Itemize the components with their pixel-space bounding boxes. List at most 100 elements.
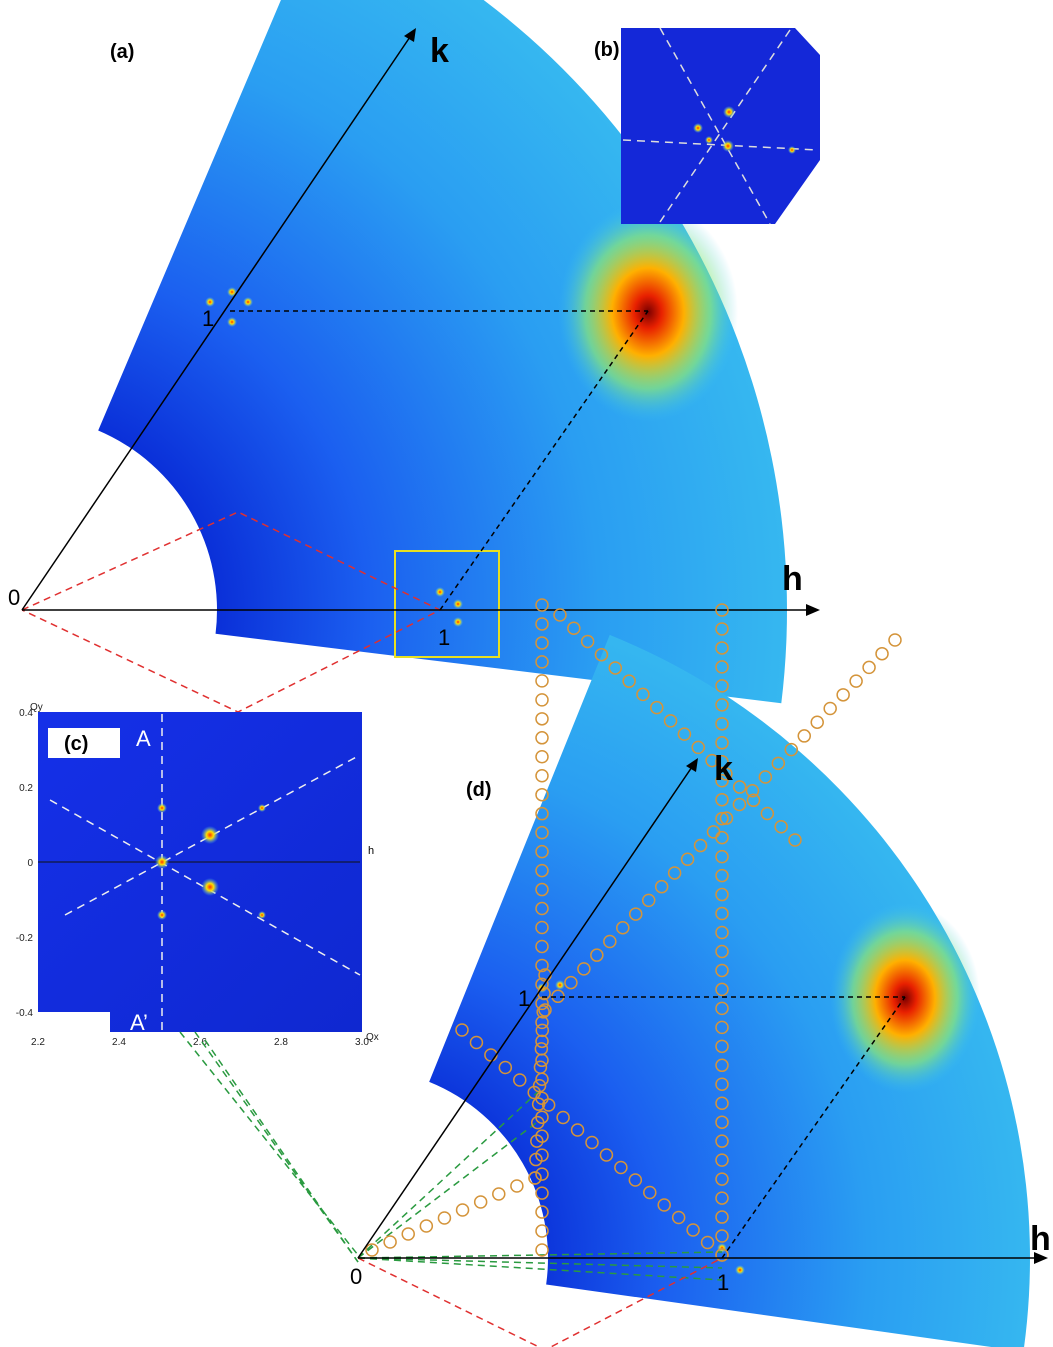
lattice-circle: [715, 1058, 729, 1073]
lattice-circle: [663, 714, 678, 728]
lattice-circle: [492, 1187, 506, 1201]
lattice-circle: [535, 712, 549, 726]
lattice-circle: [657, 1198, 671, 1212]
diffraction-maps: [98, 0, 1030, 1347]
lattice-circle: [715, 982, 729, 997]
lattice-circle: [715, 755, 729, 769]
x-tick-label: 2.4: [112, 1037, 126, 1048]
spot: [735, 1265, 745, 1275]
lattice-circle: [758, 770, 773, 784]
lattice-circle: [533, 1060, 548, 1075]
lattice-circle: [535, 825, 549, 840]
lattice-circle: [535, 731, 549, 745]
axis-label: k: [430, 32, 449, 70]
zoom-box: [394, 550, 500, 658]
panel-label: (a): [110, 41, 134, 63]
spot: [453, 617, 463, 627]
axis-label: Qy: [30, 702, 43, 713]
lattice-circles: [365, 598, 902, 1262]
lattice-circle: [535, 806, 549, 821]
axis-label: h: [1030, 1220, 1051, 1258]
lattice-circle: [535, 1034, 549, 1049]
lattice-circle: [535, 863, 549, 878]
spot: [227, 317, 237, 327]
lattice-circle: [535, 1243, 549, 1257]
lattice-circle: [594, 647, 609, 662]
lattice-circle: [732, 797, 747, 812]
k-axis: [21, 33, 413, 611]
lattice-circle: [715, 1153, 729, 1167]
panel-label: (b): [594, 39, 620, 61]
lattice-circle: [715, 925, 729, 940]
lattice-circle: [530, 1115, 545, 1130]
lattice-circle: [365, 1243, 379, 1257]
lattice-circle: [535, 882, 549, 897]
lattice-circle: [599, 1148, 614, 1162]
lattice-circle: [564, 975, 578, 990]
lattice-circle: [700, 1235, 715, 1250]
lattice-circle: [715, 887, 729, 902]
lattice-circle: [535, 1023, 550, 1038]
point-label: 1: [202, 306, 214, 331]
lattice-circle: [532, 1078, 547, 1093]
lattice-circle: [715, 944, 729, 959]
lattice-circle: [650, 700, 664, 715]
lattice-circle: [715, 1248, 729, 1262]
spot: [435, 587, 445, 597]
lattice-circle: [535, 598, 549, 612]
lattice-circle: [534, 1042, 549, 1056]
lattice-circle: [535, 1224, 549, 1238]
lattice-circle: [577, 962, 591, 976]
panel-label: (d): [466, 779, 492, 801]
lattice-circle: [536, 1005, 550, 1019]
lattice-circle: [641, 893, 656, 908]
lattice-circle: [530, 1134, 544, 1148]
lattice-circle: [535, 674, 549, 688]
lattice-circle: [622, 674, 636, 688]
arrow: [404, 28, 416, 42]
lattice-circle: [715, 1115, 729, 1129]
lattice-circle: [823, 701, 837, 716]
lattice-circle: [715, 717, 729, 731]
lattice-circle: [531, 1097, 546, 1111]
lattice-circle: [535, 977, 549, 992]
lattice-circle: [628, 1173, 643, 1187]
lattice-circle: [784, 742, 799, 757]
lattice-circle: [715, 963, 729, 978]
arrow: [806, 604, 820, 616]
lattice-circle: [535, 1015, 549, 1030]
lattice-circle: [715, 1020, 729, 1035]
spot: [227, 287, 237, 297]
fan: [429, 634, 1030, 1347]
arrow: [686, 758, 698, 772]
k-axis: [357, 763, 695, 1259]
lattice-circle: [797, 729, 812, 743]
origin-label: 0: [350, 1264, 362, 1289]
axis-label: Qx: [366, 1032, 379, 1043]
axis-label: h: [368, 845, 374, 857]
x-tick-label: 2.8: [274, 1037, 288, 1048]
lattice-circle: [705, 753, 719, 768]
lattice-circle: [836, 688, 850, 702]
lattice-circle: [671, 1210, 686, 1225]
lattice-circle: [535, 958, 549, 973]
lattice-circle: [774, 820, 788, 834]
lattice-circle: [535, 693, 549, 707]
lattice-circle: [719, 811, 734, 825]
lattice-circle: [715, 603, 729, 617]
lattice-circle: [535, 617, 549, 631]
lattice-circle: [535, 920, 549, 935]
lattice-circle: [706, 825, 721, 839]
origin-label: 0: [8, 585, 20, 610]
lattice-circle: [746, 793, 761, 808]
lattice-circle: [628, 907, 643, 921]
lattice-circle: [473, 1195, 488, 1209]
red-cell: [357, 1257, 723, 1347]
spot: [717, 1243, 727, 1253]
lattice-circle: [510, 1179, 524, 1193]
lattice-circle: [535, 768, 549, 783]
lattice-circle: [614, 1160, 628, 1175]
lattice-circle: [437, 1211, 452, 1225]
lattice-circle: [585, 1135, 599, 1150]
